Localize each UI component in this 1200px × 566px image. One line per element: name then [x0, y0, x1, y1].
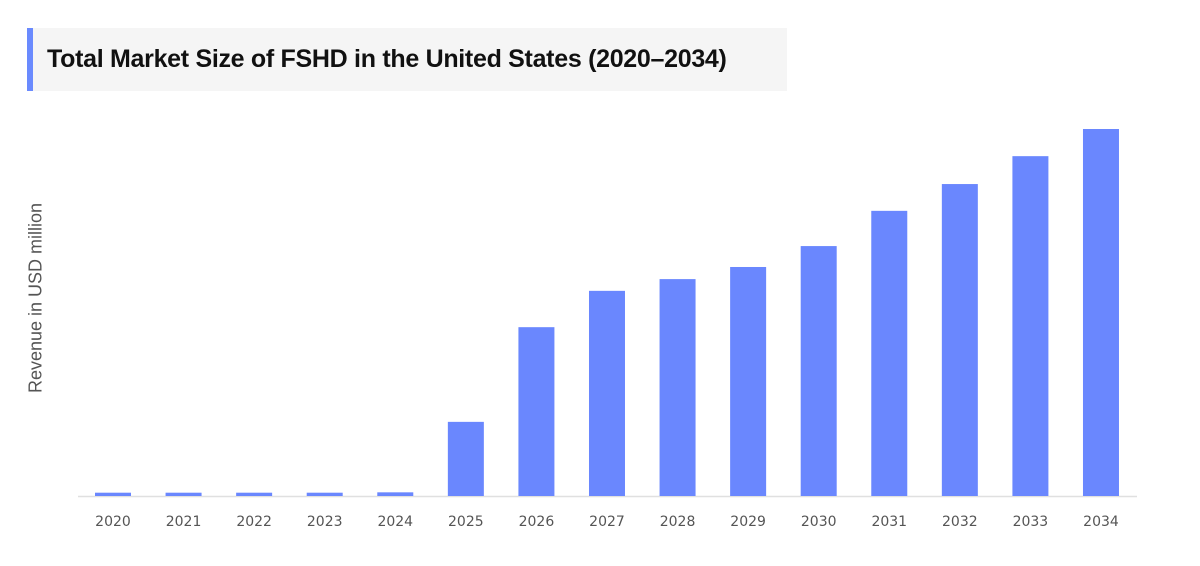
x-tick-label: 2025	[448, 514, 484, 530]
bar-2031	[871, 210, 908, 496]
bar-2022	[236, 492, 273, 496]
bar-2032	[941, 184, 978, 497]
bar-2027	[588, 290, 625, 496]
bar-2026	[518, 327, 555, 496]
bar-2025	[447, 421, 484, 496]
bar-2033	[1012, 156, 1049, 496]
bar-2028	[659, 279, 696, 496]
x-tick-label: 2024	[377, 514, 413, 530]
bar-2021	[165, 492, 202, 496]
x-tick-label: 2026	[519, 514, 555, 530]
x-tick-label: 2032	[942, 514, 978, 530]
x-tick-label: 2030	[801, 514, 837, 530]
x-tick-label: 2020	[95, 514, 131, 530]
x-tick-label: 2021	[166, 514, 202, 530]
x-tick-label: 2029	[730, 514, 766, 530]
chart-title: Total Market Size of FSHD in the United …	[47, 45, 727, 73]
x-tick-label: 2022	[236, 514, 272, 530]
x-tick-label: 2028	[660, 514, 696, 530]
chart-title-box: Total Market Size of FSHD in the United …	[27, 28, 787, 91]
x-tick-label: 2031	[871, 514, 907, 530]
x-tick-label: 2027	[589, 514, 625, 530]
bar-2034	[1082, 129, 1119, 496]
bar-2029	[730, 266, 767, 496]
x-tick-label: 2034	[1083, 514, 1119, 530]
bar-2020	[95, 492, 131, 496]
x-tick-label: 2023	[307, 514, 343, 530]
bar-2030	[800, 246, 837, 496]
x-tick-label: 2033	[1013, 514, 1049, 530]
bar-2024	[377, 492, 414, 496]
bar-2023	[306, 492, 343, 496]
